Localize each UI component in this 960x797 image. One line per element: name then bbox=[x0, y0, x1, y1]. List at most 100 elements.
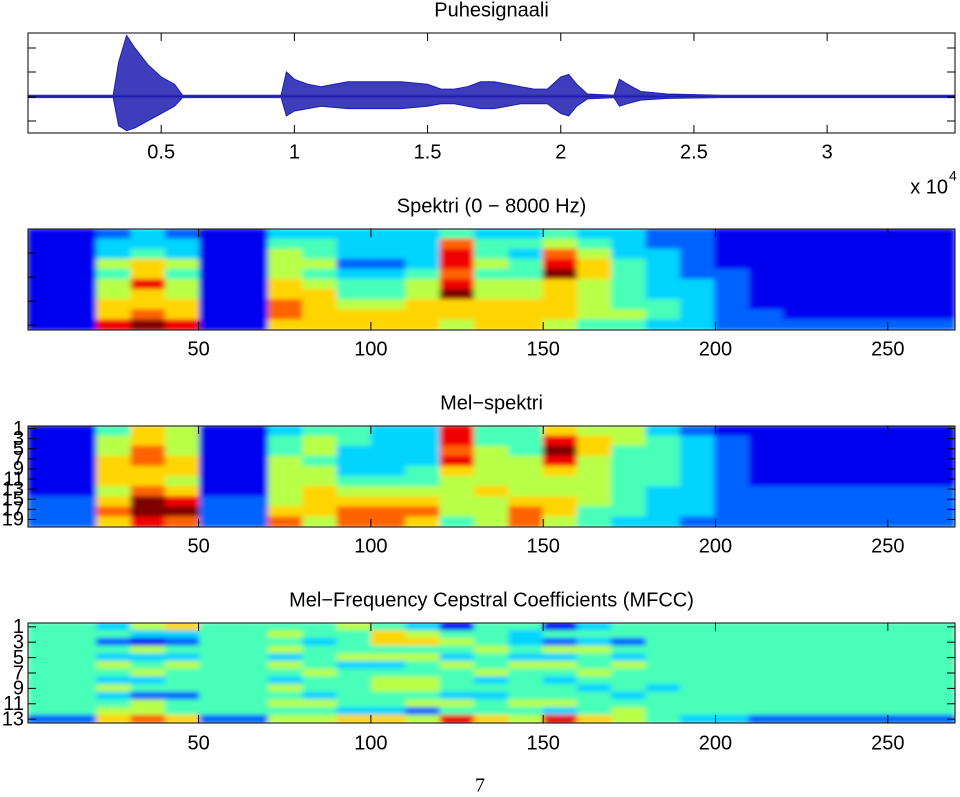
heatmap-cell bbox=[233, 476, 269, 483]
heatmap-cell bbox=[645, 268, 681, 280]
heatmap-cell bbox=[645, 465, 681, 472]
heatmap-cell bbox=[302, 699, 338, 709]
heatmap-cell bbox=[96, 299, 132, 311]
heatmap-cell bbox=[302, 430, 338, 437]
y-tick-label: 13 bbox=[2, 708, 24, 730]
heatmap-cell bbox=[851, 465, 887, 472]
heatmap-cell bbox=[748, 268, 784, 280]
heatmap-cell bbox=[130, 455, 166, 462]
heatmap-cell bbox=[233, 248, 269, 260]
heatmap-cell bbox=[130, 699, 166, 709]
heatmap-cell bbox=[405, 684, 441, 693]
heatmap-cell bbox=[28, 630, 63, 639]
heatmap-cell bbox=[611, 460, 647, 467]
heatmap-cell bbox=[199, 684, 235, 693]
heatmap-cell bbox=[508, 684, 544, 693]
heatmap-cell bbox=[885, 691, 922, 701]
heatmap-cell bbox=[508, 506, 544, 513]
heatmap-cell bbox=[645, 506, 681, 513]
heatmap-cell bbox=[645, 319, 681, 330]
heatmap-cell bbox=[748, 684, 784, 693]
heatmap-cells bbox=[28, 426, 955, 527]
heatmap-cell bbox=[645, 653, 681, 662]
heatmap-cell bbox=[267, 460, 304, 467]
heatmap-cell bbox=[61, 470, 98, 477]
chart-title: Mel−Frequency Cepstral Coefficients (MFC… bbox=[289, 589, 694, 611]
heatmap-cell bbox=[748, 496, 784, 503]
heatmap-cell bbox=[164, 476, 201, 483]
heatmap-cell bbox=[885, 445, 922, 452]
heatmap-cell bbox=[370, 279, 407, 291]
heatmap-cell bbox=[851, 229, 887, 240]
heatmap-cell bbox=[96, 511, 132, 518]
heatmap-cell bbox=[920, 496, 955, 503]
heatmap-cell bbox=[61, 660, 98, 670]
heatmap-cell bbox=[370, 684, 407, 693]
heatmap-cell bbox=[748, 455, 784, 462]
heatmap-cell bbox=[714, 440, 750, 447]
heatmap-cell bbox=[439, 268, 475, 280]
heatmap-cell bbox=[336, 258, 372, 270]
heatmap-cell bbox=[405, 258, 441, 270]
heatmap-cell bbox=[611, 676, 647, 686]
heatmap-cell bbox=[920, 465, 955, 472]
heatmap-cell bbox=[508, 501, 544, 508]
heatmap-cell bbox=[817, 430, 853, 437]
heatmap-cell bbox=[370, 481, 407, 488]
heatmap-cell bbox=[199, 516, 235, 523]
heatmap-cell bbox=[508, 511, 544, 518]
heatmap-cell bbox=[920, 440, 955, 447]
heatmap-cell bbox=[130, 426, 166, 432]
heatmap-cell bbox=[748, 668, 784, 678]
heatmap-cell bbox=[576, 684, 613, 693]
heatmap-cell bbox=[679, 511, 716, 518]
heatmap-cell bbox=[336, 630, 372, 639]
heatmap-cell bbox=[302, 460, 338, 467]
heatmap-cell bbox=[336, 268, 372, 280]
heatmap-cell bbox=[473, 511, 510, 518]
heatmap-cell bbox=[370, 426, 407, 432]
heatmap-cell bbox=[130, 229, 166, 240]
heatmap-cell bbox=[645, 714, 681, 723]
heatmap-cell bbox=[336, 511, 372, 518]
heatmap-cell bbox=[782, 258, 819, 270]
heatmap-cell bbox=[576, 511, 613, 518]
heatmap-cell bbox=[96, 309, 132, 321]
heatmap-cell bbox=[164, 279, 201, 291]
heatmap-cell bbox=[920, 268, 955, 280]
heatmap-cell bbox=[782, 319, 819, 330]
heatmap-cell bbox=[96, 445, 132, 452]
heatmap-cell bbox=[714, 238, 750, 250]
heatmap-cell bbox=[267, 506, 304, 513]
heatmap-cell bbox=[61, 455, 98, 462]
x-tick-label: 250 bbox=[871, 338, 904, 360]
heatmap-cell bbox=[679, 455, 716, 462]
heatmap-cell bbox=[920, 289, 955, 301]
heatmap-cell bbox=[267, 445, 304, 452]
heatmap-cell bbox=[920, 501, 955, 508]
heatmap-cell bbox=[28, 668, 63, 678]
heatmap-cell bbox=[611, 707, 647, 716]
heatmap-cell bbox=[164, 426, 201, 432]
heatmap-cell bbox=[885, 319, 922, 330]
heatmap-cell bbox=[336, 521, 372, 527]
heatmap-cell bbox=[233, 460, 269, 467]
heatmap-cell bbox=[748, 435, 784, 442]
x-tick-label: 3 bbox=[822, 141, 833, 163]
heatmap-cell bbox=[645, 511, 681, 518]
heatmap-cell bbox=[679, 668, 716, 678]
heatmap-cell bbox=[645, 645, 681, 655]
heatmap-cell bbox=[130, 440, 166, 447]
heatmap-cell bbox=[714, 511, 750, 518]
heatmap-cell bbox=[28, 481, 63, 488]
heatmap-cell bbox=[782, 481, 819, 488]
heatmap-cell bbox=[508, 289, 544, 301]
heatmap-cell bbox=[233, 465, 269, 472]
heatmap-cell bbox=[576, 289, 613, 301]
heatmap-cell bbox=[714, 506, 750, 513]
heatmap-cell bbox=[96, 465, 132, 472]
heatmap-cell bbox=[439, 486, 475, 493]
heatmap-cell bbox=[508, 486, 544, 493]
x-tick-label: 50 bbox=[187, 338, 209, 360]
heatmap-cell bbox=[302, 714, 338, 723]
